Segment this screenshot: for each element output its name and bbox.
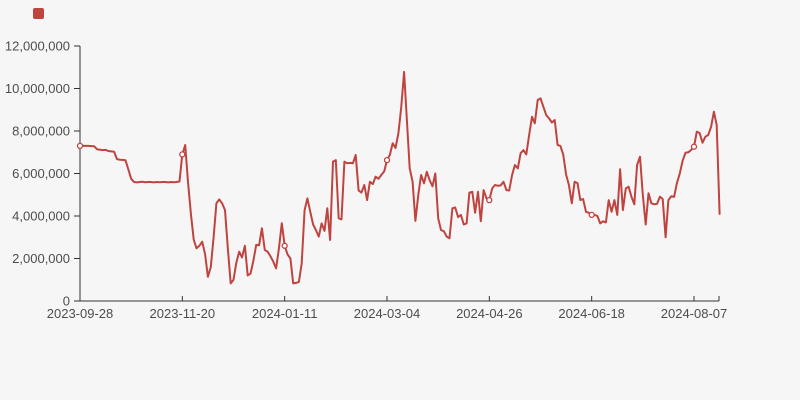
x-axis-tick-label: 2024-03-04 bbox=[354, 306, 421, 321]
y-axis-tick-label: 6,000,000 bbox=[12, 166, 70, 181]
x-axis-tick-label: 2024-08-07 bbox=[661, 306, 728, 321]
x-axis-tick-label: 2023-11-20 bbox=[150, 306, 216, 321]
x-axis-tick-label: 2024-04-26 bbox=[456, 306, 523, 321]
y-axis-tick-label: 10,000,000 bbox=[5, 81, 70, 96]
data-point-marker bbox=[281, 242, 288, 249]
data-point-marker bbox=[179, 151, 186, 158]
data-point-marker bbox=[486, 196, 493, 204]
x-axis-tick-label: 2024-01-11 bbox=[252, 306, 318, 321]
y-axis-tick-label: 8,000,000 bbox=[12, 124, 70, 139]
y-axis-tick-label: 4,000,000 bbox=[12, 209, 70, 224]
data-point-marker bbox=[690, 143, 698, 150]
y-axis-tick-label: 2,000,000 bbox=[12, 251, 70, 266]
x-axis-tick-label: 2024-06-18 bbox=[558, 306, 625, 321]
series-line bbox=[79, 70, 721, 285]
data-point-marker bbox=[76, 142, 84, 150]
y-axis-tick-label: 12,000,000 bbox=[5, 39, 70, 54]
x-axis-tick-label: 2023-09-28 bbox=[47, 306, 114, 321]
data-point-marker bbox=[588, 211, 595, 219]
legend-red-square-icon[interactable] bbox=[33, 8, 44, 19]
data-point-marker bbox=[383, 156, 391, 164]
y-axis-tick-label: 0 bbox=[63, 294, 70, 309]
